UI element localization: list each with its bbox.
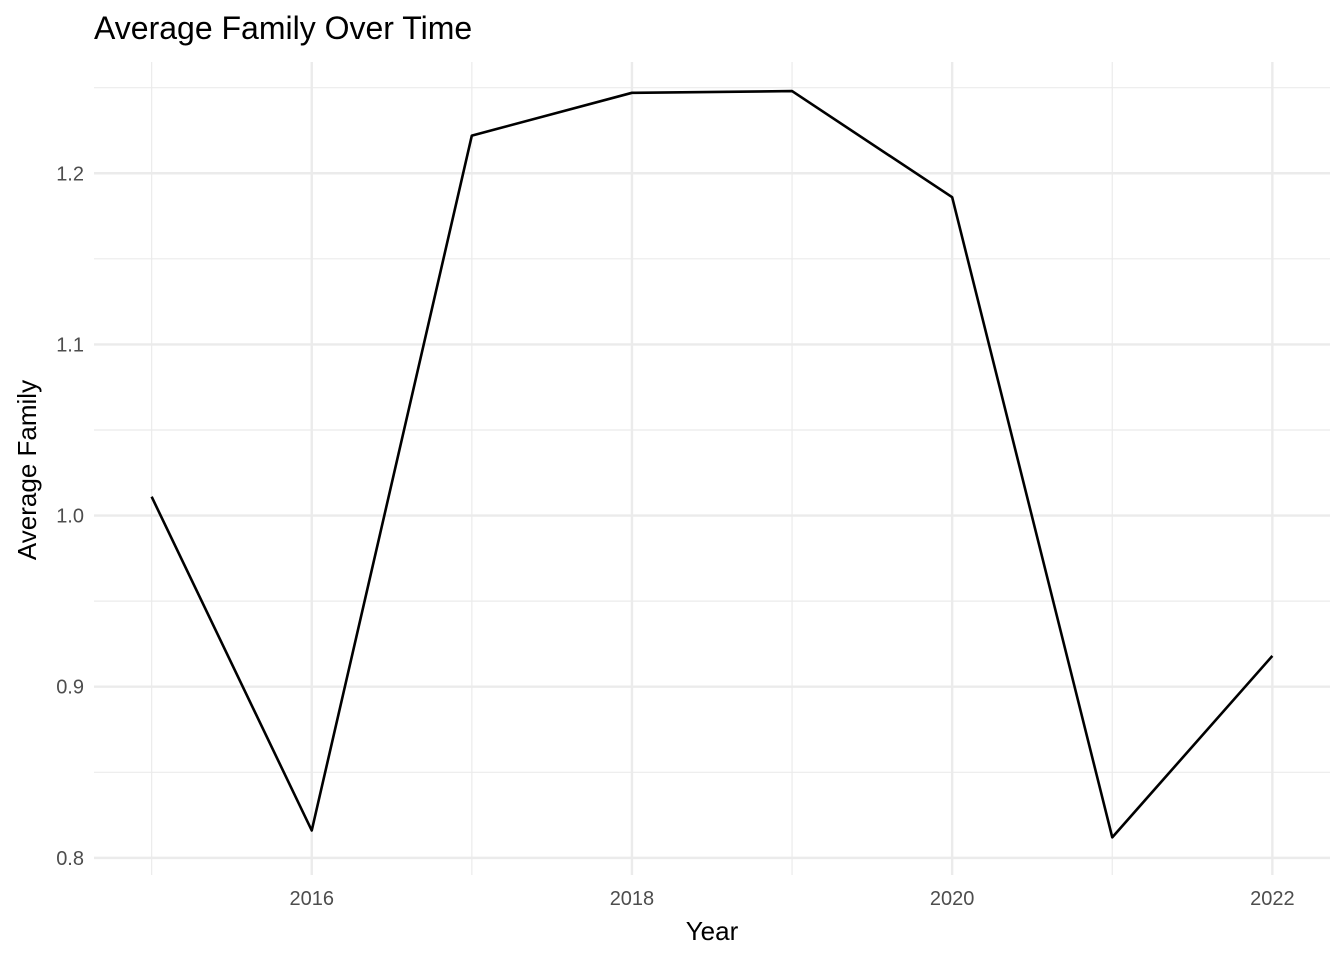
chart-title: Average Family Over Time bbox=[94, 10, 472, 46]
series-layer bbox=[150, 89, 1274, 839]
y-tick-label: 1.1 bbox=[56, 334, 84, 356]
tick-layer: 0.8 0.9 1.0 1.1 1.2 2016 2018 2020 2022 bbox=[56, 163, 1294, 910]
x-tick-label: 2020 bbox=[930, 888, 975, 910]
y-tick-label: 1.0 bbox=[56, 506, 84, 528]
grid-layer bbox=[94, 62, 1330, 875]
x-tick-label: 2018 bbox=[610, 888, 655, 910]
y-tick-label: 0.8 bbox=[56, 848, 84, 870]
x-axis-title: Year bbox=[686, 916, 739, 946]
x-tick-label: 2016 bbox=[289, 888, 334, 910]
y-tick-label: 1.2 bbox=[56, 163, 84, 185]
y-axis-title: Average Family bbox=[12, 380, 42, 560]
series-line bbox=[150, 89, 1274, 839]
x-tick-label: 2022 bbox=[1250, 888, 1295, 910]
y-tick-label: 0.9 bbox=[56, 677, 84, 699]
